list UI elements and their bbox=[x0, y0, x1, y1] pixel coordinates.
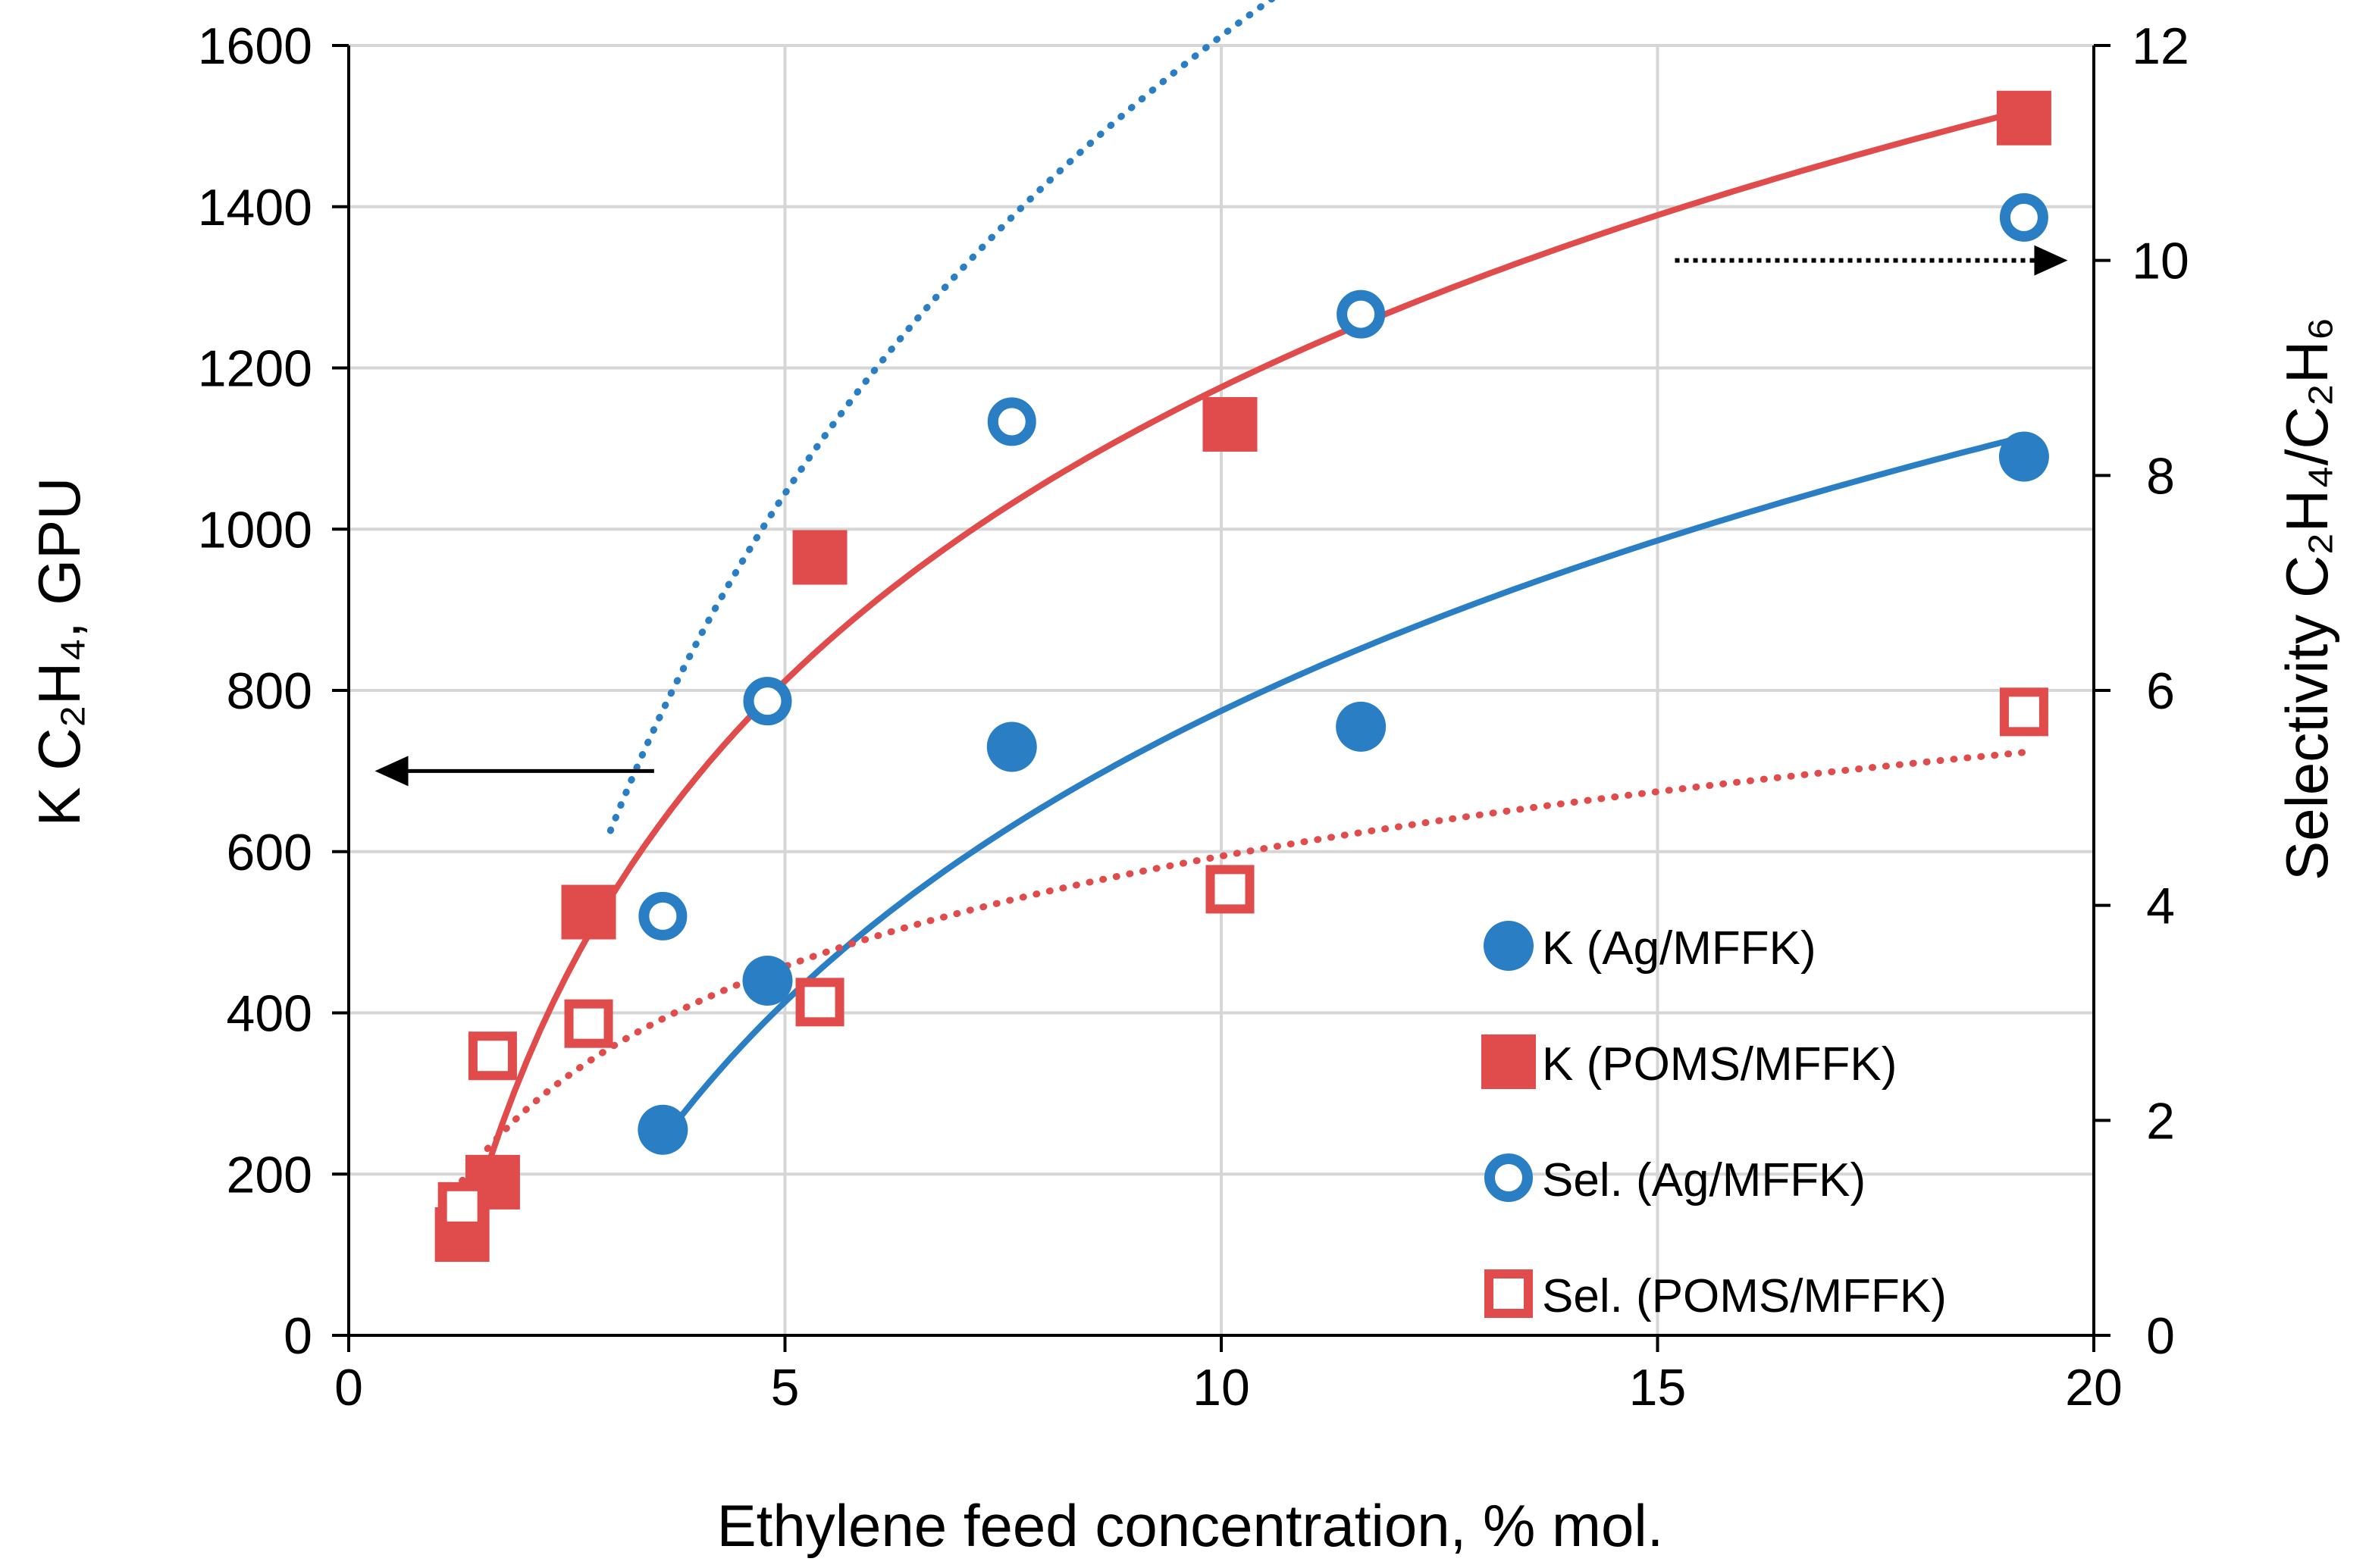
x-tick-label: 5 bbox=[771, 1359, 800, 1416]
trendline bbox=[459, 107, 2027, 1256]
data-point bbox=[987, 397, 1036, 446]
legend-label: Sel. (POMS/MFFK) bbox=[1542, 1270, 1947, 1322]
trendline bbox=[660, 433, 2027, 1144]
legend-label: K (Ag/MFFK) bbox=[1542, 922, 1816, 975]
left-axis-title: K C₂H₄, GPU bbox=[26, 477, 92, 827]
left-tick-label: 1400 bbox=[198, 179, 312, 236]
left-tick-label: 200 bbox=[227, 1146, 312, 1203]
legend-marker bbox=[1484, 1153, 1533, 1202]
right-tick-label: 10 bbox=[2132, 233, 2189, 290]
left-tick-label: 800 bbox=[227, 662, 312, 720]
x-axis-title: Ethylene feed concentration, % mol. bbox=[717, 1492, 1664, 1559]
data-point bbox=[1999, 687, 2048, 737]
x-tick-label: 10 bbox=[1192, 1359, 1250, 1416]
legend: K (Ag/MFFK) K (POMS/MFFK) Sel. (Ag/MFFK) Se… bbox=[1481, 921, 1947, 1322]
legend-marker bbox=[1481, 1034, 1536, 1089]
data-point bbox=[638, 1104, 688, 1155]
right-axis-title: Selectivity C₂H₄/C₂H₆ bbox=[2273, 317, 2340, 881]
grid bbox=[349, 44, 2094, 1335]
x-tick-label: 20 bbox=[2065, 1359, 2123, 1416]
left-tick-label: 0 bbox=[284, 1307, 312, 1365]
data-markers bbox=[434, 90, 2051, 1263]
right-tick-label: 0 bbox=[2146, 1307, 2175, 1365]
right-tick-label: 12 bbox=[2132, 17, 2189, 75]
data-point bbox=[1205, 865, 1255, 914]
data-point bbox=[1336, 701, 1387, 752]
x-tick-label: 0 bbox=[334, 1359, 363, 1416]
right-tick-label: 8 bbox=[2146, 447, 2175, 505]
right-tick-label: 6 bbox=[2146, 662, 2175, 720]
data-point bbox=[742, 955, 793, 1006]
trendline bbox=[606, 0, 1277, 834]
data-point bbox=[1202, 396, 1258, 452]
axes bbox=[332, 44, 2110, 1352]
legend-marker bbox=[1484, 921, 1534, 971]
left-tick-label: 600 bbox=[227, 824, 312, 881]
data-point bbox=[468, 1031, 517, 1081]
tick-labels: 0 5 10 15 2002004006008001000120014001600024… bbox=[198, 17, 2189, 1416]
trendline bbox=[459, 749, 2028, 1185]
left-tick-label: 1600 bbox=[198, 17, 312, 75]
data-point bbox=[1998, 431, 2049, 482]
x-tick-label: 15 bbox=[1629, 1359, 1687, 1416]
trendlines bbox=[459, 0, 2028, 1256]
data-point bbox=[638, 891, 688, 940]
data-point bbox=[792, 530, 848, 585]
right-tick-label: 4 bbox=[2146, 878, 2175, 935]
data-point bbox=[1996, 90, 2051, 146]
left-tick-label: 1200 bbox=[198, 340, 312, 398]
legend-label: Sel. (Ag/MFFK) bbox=[1542, 1154, 1866, 1207]
legend-label: K (POMS/MFFK) bbox=[1542, 1038, 1897, 1091]
data-point bbox=[561, 884, 616, 940]
annotation-arrow-head bbox=[2034, 245, 2068, 276]
data-point bbox=[437, 1181, 487, 1231]
data-point bbox=[1999, 192, 2048, 242]
data-point bbox=[1336, 290, 1386, 339]
right-tick-label: 2 bbox=[2146, 1092, 2175, 1150]
left-tick-label: 400 bbox=[227, 985, 312, 1043]
legend-marker bbox=[1484, 1269, 1533, 1318]
annotations bbox=[374, 245, 2068, 787]
left-tick-label: 1000 bbox=[198, 501, 312, 559]
annotation-arrow-head bbox=[374, 756, 409, 787]
data-point bbox=[986, 721, 1037, 772]
data-point bbox=[743, 677, 792, 726]
data-point bbox=[564, 999, 613, 1048]
data-point bbox=[795, 978, 845, 1027]
